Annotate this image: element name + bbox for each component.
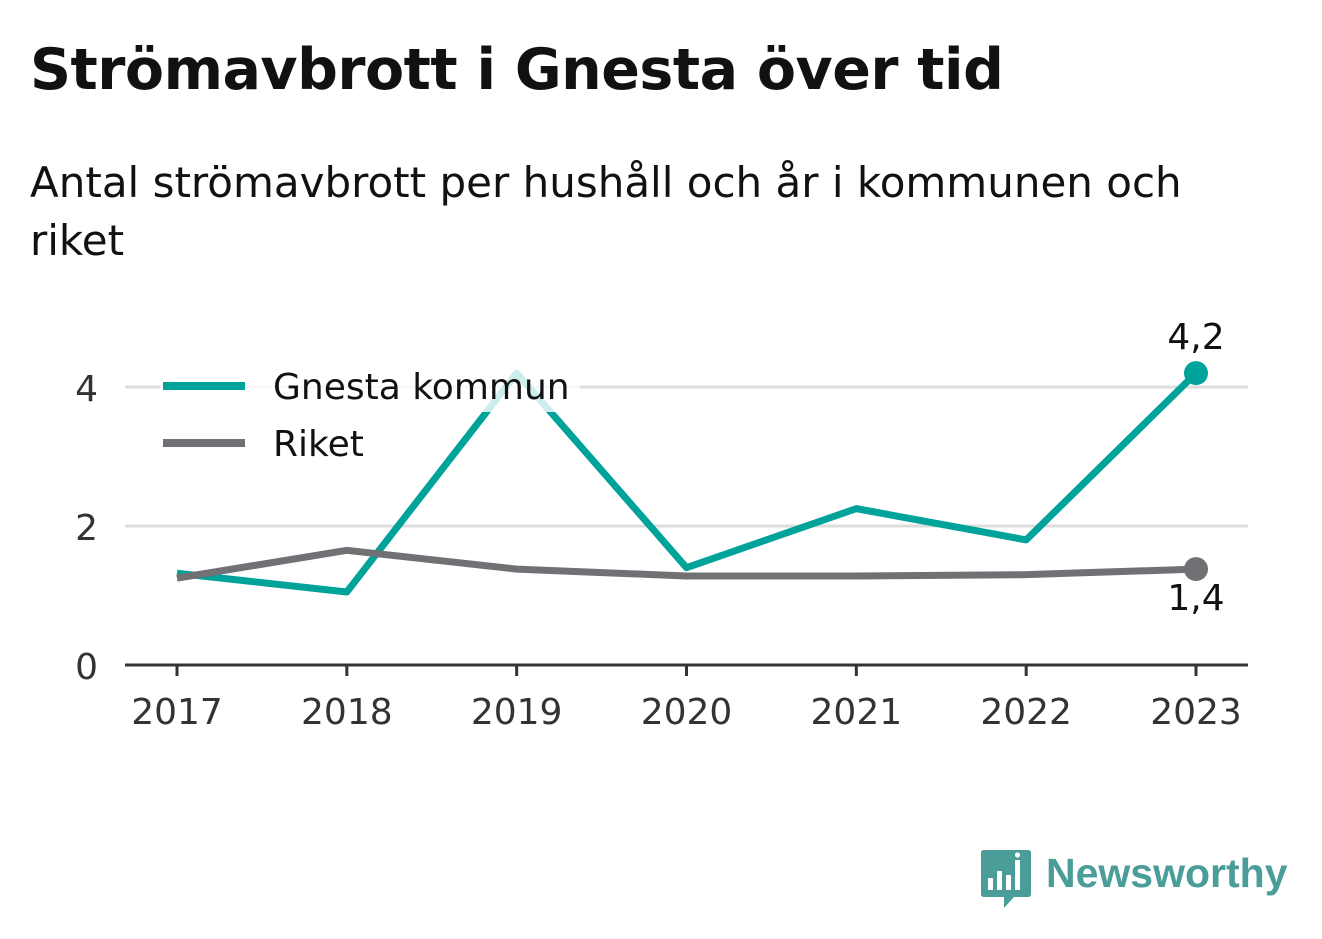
series-line-riket [176,546,1197,582]
legend-label-riket: Riket [273,424,364,465]
newsworthy-logo-icon [981,850,1031,908]
data-labels: 4,2 1,4 [1167,317,1224,619]
y-tick-label: 0 [75,647,98,688]
end-marker-riket [1184,557,1208,582]
x-tick-label: 2023 [1150,692,1242,733]
series-lines [176,369,1199,596]
chart-subtitle: Antal strömavbrott per hushåll och år i … [30,158,1182,265]
chart-title: Strömavbrott i Gnesta över tid [30,37,1004,103]
brand-logo: Newsworthy [980,848,1288,912]
x-tick-label: 2022 [980,692,1072,733]
x-tick-label: 2017 [131,692,223,733]
end-value-label-riket: 1,4 [1167,578,1224,619]
brand-name: Newsworthy [1046,850,1288,896]
end-marker-gnesta-kommun [1184,361,1208,386]
y-tick-label: 2 [75,508,98,549]
x-tick-label: 2021 [811,692,903,733]
legend-label-gnesta-kommun: Gnesta kommun [273,367,570,408]
axes: 0 2 4 2017 2018 2019 2020 2021 2022 2023 [75,369,1248,733]
x-tick-label: 2018 [301,692,393,733]
y-tick-label: 4 [75,369,98,410]
x-tick-label: 2019 [471,692,563,733]
x-tick-label: 2020 [641,692,733,733]
legend: Gnesta kommun Riket [160,360,580,470]
series-line-gnesta-kommun [176,369,1199,596]
end-value-label-gnesta-kommun: 4,2 [1167,317,1224,358]
